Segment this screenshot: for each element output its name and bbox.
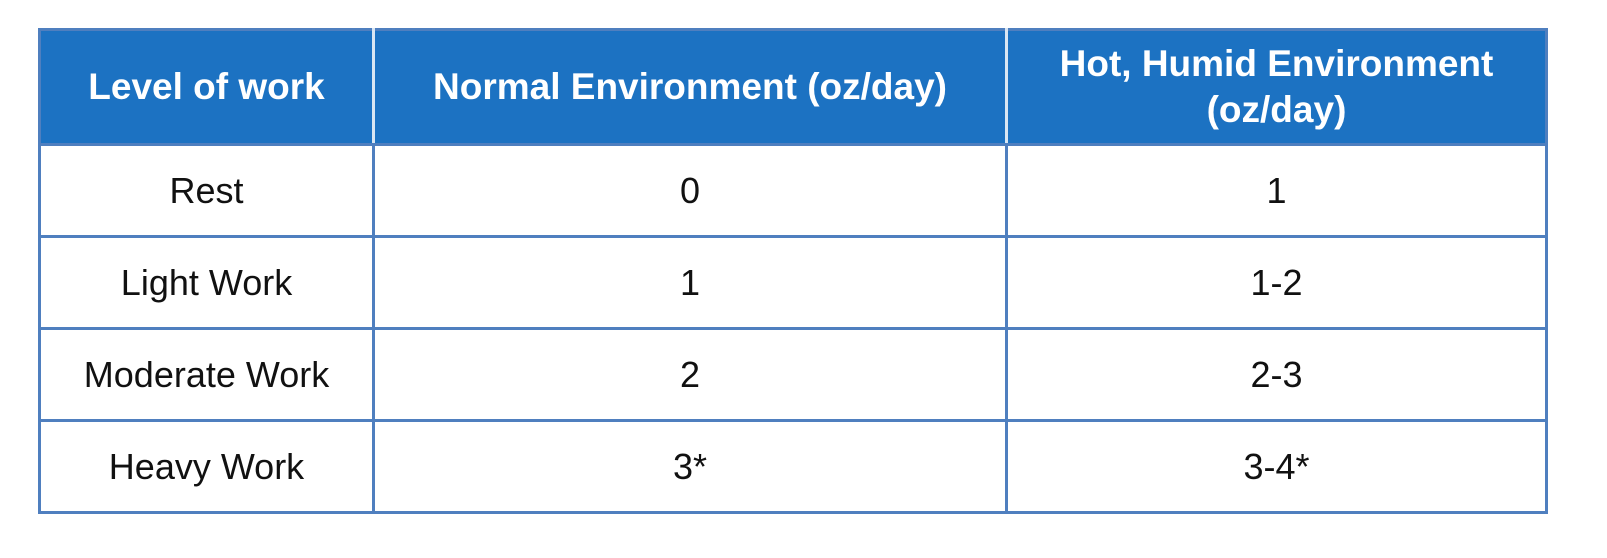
header-cell: Level of work: [38, 28, 375, 146]
header-cell: Normal Environment (oz/day): [372, 28, 1008, 146]
header-row: Level of work Normal Environment (oz/day)…: [38, 28, 1548, 146]
table-cell: 1: [372, 235, 1008, 330]
water-intake-table: Level of work Normal Environment (oz/day)…: [38, 28, 1548, 514]
table-cell: Moderate Work: [38, 327, 375, 422]
table-row: Light Work 1 1-2: [38, 235, 1548, 330]
table-row: Rest 0 1: [38, 143, 1548, 238]
table-cell: 2-3: [1005, 327, 1548, 422]
table-body: Rest 0 1 Light Work 1 1-2 Moderate Work 2 2-3 Hea…: [38, 143, 1548, 514]
header-cell: Hot, Humid Environment (oz/day): [1005, 28, 1548, 146]
table-header: Level of work Normal Environment (oz/day)…: [38, 28, 1548, 146]
table-cell: 0: [372, 143, 1008, 238]
table-cell: 3-4*: [1005, 419, 1548, 514]
table-cell: 1-2: [1005, 235, 1548, 330]
table-cell: Heavy Work: [38, 419, 375, 514]
table-cell: 2: [372, 327, 1008, 422]
table-cell: Light Work: [38, 235, 375, 330]
table-cell: 3*: [372, 419, 1008, 514]
table-row: Heavy Work 3* 3-4*: [38, 419, 1548, 514]
table-cell: Rest: [38, 143, 375, 238]
table-cell: 1: [1005, 143, 1548, 238]
table-row: Moderate Work 2 2-3: [38, 327, 1548, 422]
